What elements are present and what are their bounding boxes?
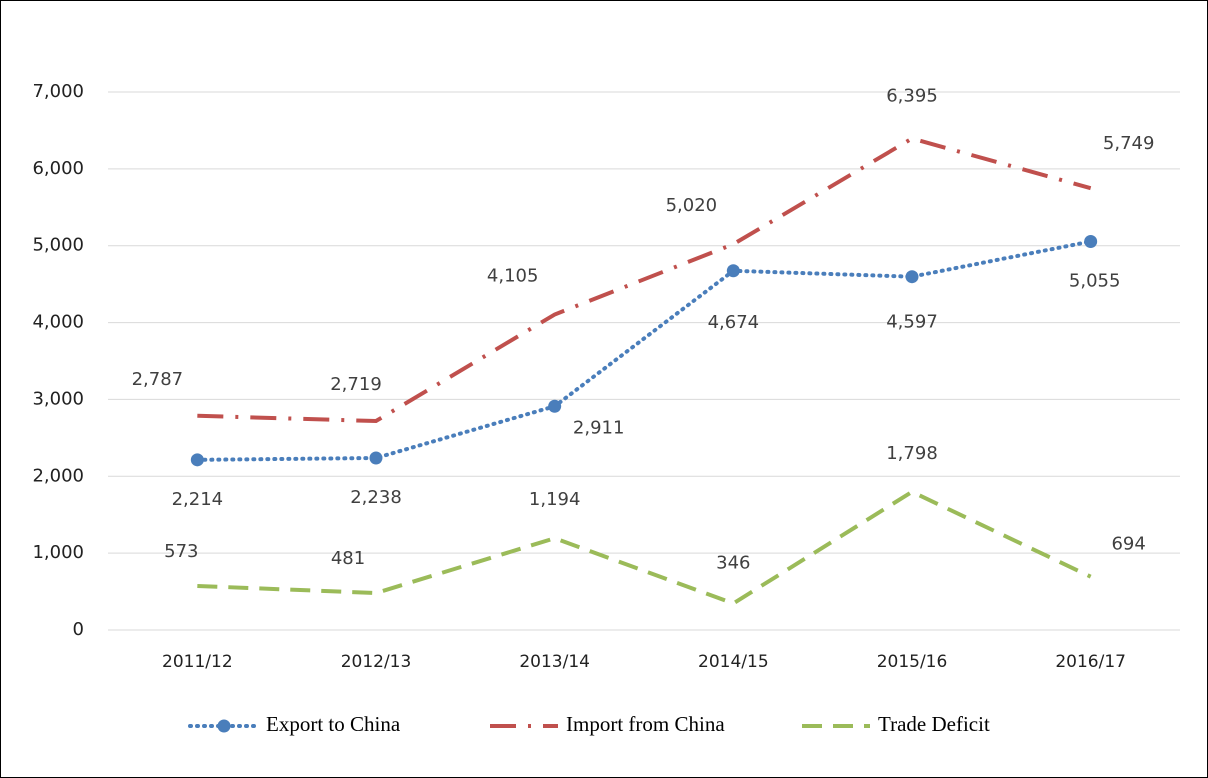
- point-marker: [726, 264, 740, 278]
- point-marker: [905, 270, 919, 284]
- y-tick-label: 4,000: [32, 312, 84, 333]
- data-label: 5,749: [1103, 133, 1155, 154]
- x-tick-label: 2016/17: [1055, 652, 1126, 672]
- y-tick-label: 2,000: [32, 465, 84, 486]
- legend-label: Trade Deficit: [878, 712, 990, 736]
- series-line: [197, 136, 1092, 424]
- series-line: [195, 239, 1093, 462]
- y-tick-label: 5,000: [32, 235, 84, 256]
- legend-label: Export to China: [266, 712, 401, 736]
- data-label: 4,105: [487, 266, 539, 287]
- data-label: 346: [716, 552, 750, 573]
- data-label: 4,674: [708, 312, 760, 333]
- y-tick-label: 0: [73, 619, 84, 640]
- x-tick-label: 2013/14: [519, 652, 590, 672]
- data-label: 6,395: [886, 85, 938, 106]
- data-label: 1,798: [886, 443, 938, 464]
- data-label: 4,597: [886, 312, 938, 333]
- x-tick-label: 2015/16: [877, 652, 948, 672]
- y-tick-label: 7,000: [32, 81, 84, 102]
- y-tick-label: 3,000: [32, 388, 84, 409]
- data-label: 5,020: [666, 195, 718, 216]
- data-label: 2,911: [573, 417, 625, 438]
- data-label: 1,194: [529, 489, 581, 510]
- data-label: 2,787: [132, 369, 184, 390]
- point-marker: [1084, 234, 1098, 248]
- legend-marker: [217, 719, 231, 733]
- point-marker: [369, 451, 383, 465]
- y-tick-label: 1,000: [32, 542, 84, 563]
- x-tick-label: 2011/12: [162, 652, 233, 672]
- point-marker: [190, 453, 204, 467]
- x-tick-label: 2012/13: [341, 652, 412, 672]
- data-label: 2,214: [172, 489, 224, 510]
- data-label: 694: [1111, 534, 1145, 555]
- data-label: 5,055: [1069, 270, 1121, 291]
- point-marker: [548, 399, 562, 413]
- data-label: 573: [164, 541, 198, 562]
- data-label: 481: [331, 548, 365, 569]
- legend-label: Import from China: [566, 712, 725, 736]
- data-label: 2,238: [350, 487, 402, 508]
- y-tick-label: 6,000: [32, 158, 84, 179]
- x-tick-label: 2014/15: [698, 652, 769, 672]
- data-label: 2,719: [330, 374, 382, 395]
